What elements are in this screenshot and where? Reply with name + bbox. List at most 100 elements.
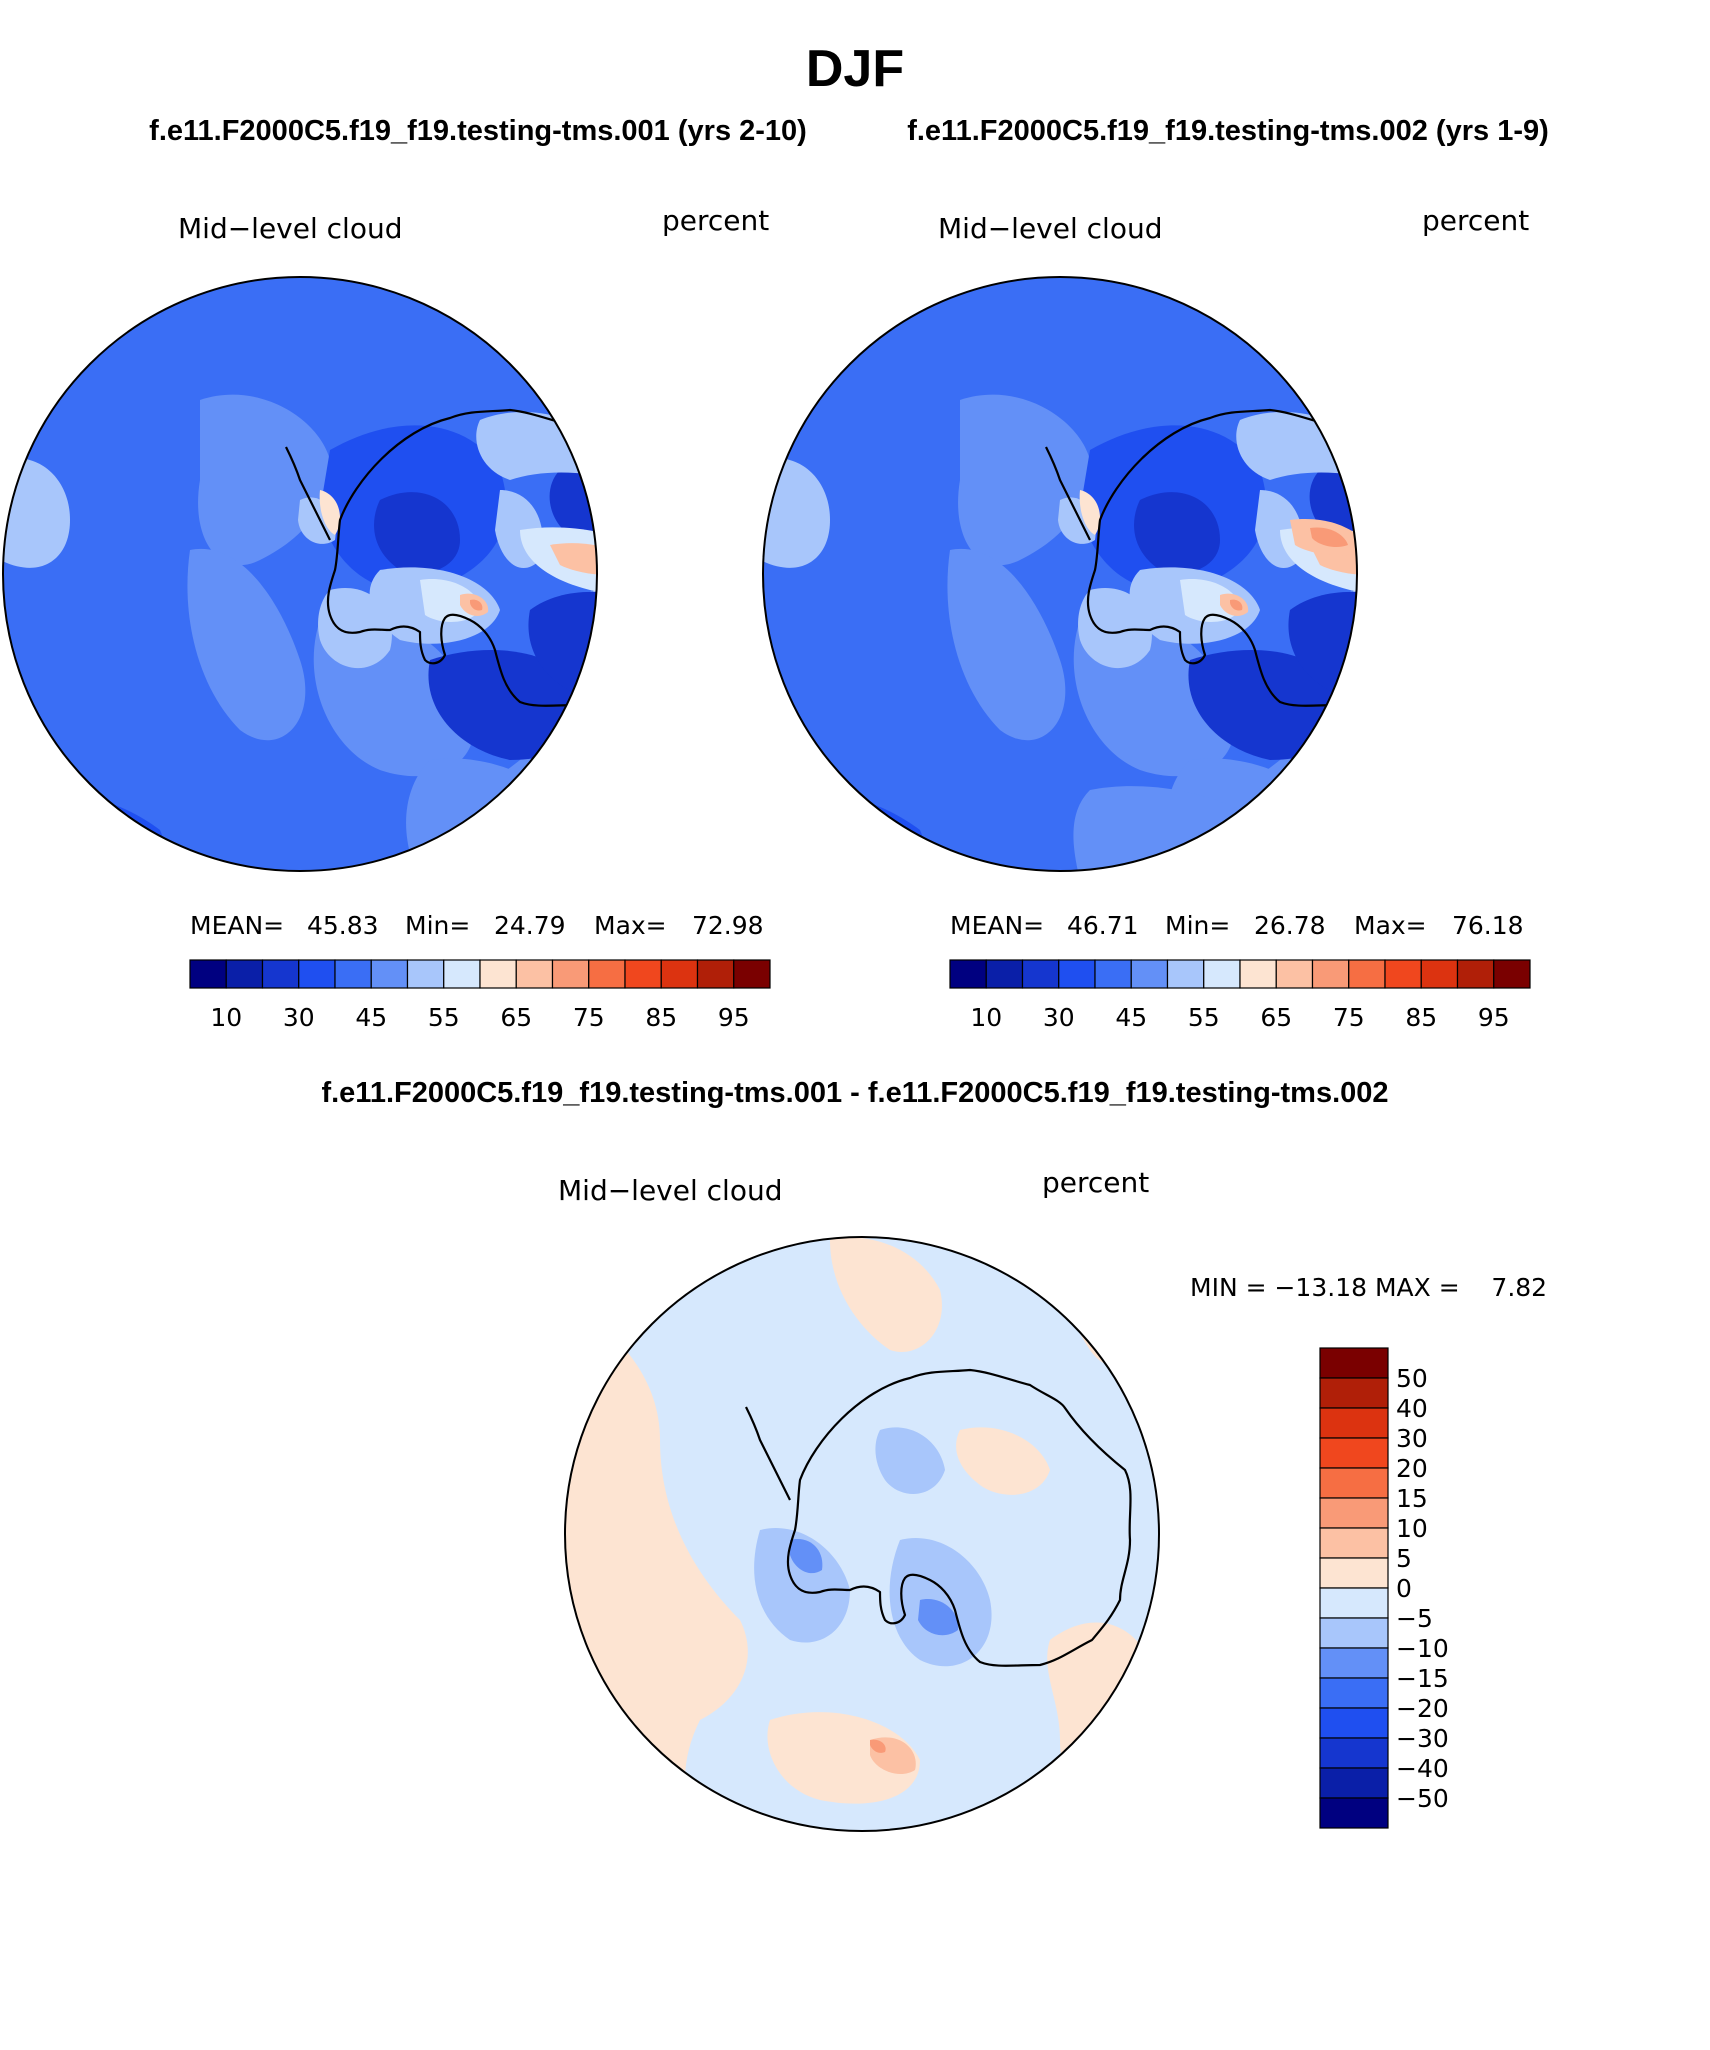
- diff-colorbar-label: 15: [1396, 1484, 1428, 1513]
- panel-2-colorbar-tick-label: 30: [1043, 1003, 1075, 1032]
- panel-2-colorbar-box-4: [1094, 959, 1132, 989]
- panel-1-colorbar-box-2: [261, 959, 300, 989]
- panel-2-colorbar-box-1: [985, 959, 1024, 989]
- panel-2-colorbar-box-15: [1493, 959, 1531, 989]
- map-panel-2: Mid−level cloud percent: [762, 204, 1531, 1032]
- panel-1-colorbar-tick-label: 55: [428, 1003, 460, 1032]
- diff-colorbar-box-6: [1319, 1527, 1389, 1559]
- panel-2-min-label: Min=: [1165, 911, 1230, 940]
- panel-1-colorbar-box-7: [443, 959, 481, 989]
- panel-2-colorbar-tick-label: 75: [1333, 1003, 1365, 1032]
- panel-2-colorbar-box-6: [1166, 959, 1205, 989]
- difference-panel: Mid−level cloud percent MIN = −13.18 MAX…: [558, 1166, 1547, 1832]
- panel-2-colorbar-tick-label: 45: [1115, 1003, 1147, 1032]
- panel-2-colorbar-tick-label: 10: [970, 1003, 1002, 1032]
- diff-colorbar-label: 5: [1396, 1544, 1412, 1573]
- panel-2-mean-label: MEAN=: [950, 911, 1044, 940]
- panel-1-max-label: Max=: [594, 911, 667, 940]
- panel-2-colorbar-tick-label: 55: [1188, 1003, 1220, 1032]
- diff-colorbar-box-5: [1319, 1497, 1389, 1529]
- panel-1-colorbar-tick-label: 75: [573, 1003, 605, 1032]
- diff-colorbar-box-7: [1319, 1557, 1389, 1589]
- panel-2-colorbar: 10 30 45 55 65 75 85 95: [949, 959, 1531, 1032]
- panel-1-colorbar-tick-label: 85: [645, 1003, 677, 1032]
- panel-2-map: [763, 277, 1357, 871]
- panel-1-max-value: 72.98: [692, 911, 764, 940]
- diff-colorbar-label: −30: [1396, 1724, 1449, 1753]
- panel-1-colorbar-box-1: [225, 959, 264, 989]
- diff-colorbar-box-15: [1319, 1797, 1389, 1829]
- diff-colorbar-box-0: [1319, 1347, 1389, 1379]
- panel-1-colorbar-box-0: [189, 959, 227, 989]
- difference-title: f.e11.F2000C5.f19_f19.testing-tms.001 - …: [321, 1077, 1388, 1109]
- panel-1-colorbar: 10 30 45 55 65 75 85 95: [189, 959, 771, 1032]
- diff-colorbar-label: −5: [1396, 1604, 1433, 1633]
- panel-1-colorbar-box-14: [696, 959, 735, 989]
- diff-colorbar-label: −15: [1396, 1664, 1449, 1693]
- panel-2-colorbar-box-5: [1130, 959, 1169, 989]
- panel-1-colorbar-tick-label: 65: [500, 1003, 532, 1032]
- panel-2-colorbar-box-9: [1275, 959, 1314, 989]
- diff-colorbar-box-13: [1319, 1737, 1389, 1769]
- panel-1-colorbar-tick-label: 45: [355, 1003, 387, 1032]
- diff-colorbar-box-9: [1319, 1617, 1389, 1649]
- diff-units-label: percent: [1042, 1166, 1149, 1199]
- diff-colorbar-box-10: [1319, 1647, 1389, 1679]
- panel-1-colorbar-box-9: [515, 959, 554, 989]
- panel-1-colorbar-box-3: [298, 959, 336, 989]
- panel-1-map-border: [2, 276, 598, 872]
- diff-colorbar-label: 30: [1396, 1424, 1428, 1453]
- panel-2-colorbar-box-8: [1239, 959, 1277, 989]
- diff-colorbar-box-2: [1319, 1407, 1389, 1439]
- panel-1-colorbar-box-5: [370, 959, 409, 989]
- diff-colorbar-label: −40: [1396, 1754, 1449, 1783]
- main-title: DJF: [806, 40, 904, 98]
- panel-2-colorbar-box-11: [1348, 959, 1386, 989]
- panel-2-colorbar-tick-label: 85: [1405, 1003, 1437, 1032]
- panel-1-colorbar-box-12: [624, 959, 662, 989]
- diff-colorbar-label: 10: [1396, 1514, 1428, 1543]
- panel-2-max-label: Max=: [1354, 911, 1427, 940]
- panel-2-map-border: [762, 276, 1358, 872]
- panel-1-map: [3, 277, 597, 871]
- panel-1-colorbar-box-6: [406, 959, 445, 989]
- diff-colorbar-label: 50: [1396, 1364, 1428, 1393]
- subtitle-right: f.e11.F2000C5.f19_f19.testing-tms.002 (y…: [907, 115, 1549, 147]
- diff-colorbar-label: −50: [1396, 1784, 1449, 1813]
- diff-colorbar-label: 40: [1396, 1394, 1428, 1423]
- diff-colorbar-box-14: [1319, 1767, 1389, 1799]
- panel-2-units-label: percent: [1422, 204, 1529, 237]
- panel-1-colorbar-box-13: [660, 959, 699, 989]
- panel-2-colorbar-box-14: [1456, 959, 1495, 989]
- diff-map: [565, 1237, 1159, 1831]
- panel-2-colorbar-box-7: [1203, 959, 1241, 989]
- diff-field-label: Mid−level cloud: [558, 1174, 782, 1207]
- panel-1-colorbar-tick-label: 95: [718, 1003, 750, 1032]
- diff-colorbar-label: −10: [1396, 1634, 1449, 1663]
- panel-2-colorbar-box-3: [1058, 959, 1096, 989]
- panel-1-units-label: percent: [662, 204, 769, 237]
- panel-1-colorbar-box-8: [479, 959, 517, 989]
- subtitle-left: f.e11.F2000C5.f19_f19.testing-tms.001 (y…: [149, 115, 807, 147]
- diff-coastline: [745, 1368, 1132, 1667]
- diff-colorbar-label: 0: [1396, 1574, 1412, 1603]
- diff-colorbar-box-8: [1319, 1587, 1389, 1619]
- panel-2-colorbar-tick-label: 95: [1478, 1003, 1510, 1032]
- panel-2-max-value: 76.18: [1452, 911, 1524, 940]
- panel-2-stats: MEAN= 46.71 Min= 26.78 Max= 76.18: [950, 911, 1524, 940]
- diff-colorbar-label: −20: [1396, 1694, 1449, 1723]
- diff-minmax-label: MIN = −13.18 MAX = 7.82: [1190, 1273, 1547, 1302]
- panel-2-mean-value: 46.71: [1067, 911, 1139, 940]
- panel-2-colorbar-tick-label: 65: [1260, 1003, 1292, 1032]
- panel-1-min-label: Min=: [405, 911, 470, 940]
- diff-colorbar-box-1: [1319, 1377, 1389, 1409]
- diff-colorbar-box-12: [1319, 1707, 1389, 1739]
- panel-1-stats: MEAN= 45.83 Min= 24.79 Max= 72.98: [190, 911, 764, 940]
- panel-1-field-label: Mid−level cloud: [178, 212, 402, 245]
- panel-1-colorbar-box-15: [733, 959, 771, 989]
- panel-1-colorbar-box-4: [334, 959, 372, 989]
- diff-colorbar-box-11: [1319, 1677, 1389, 1709]
- diff-colorbar-box-3: [1319, 1437, 1389, 1469]
